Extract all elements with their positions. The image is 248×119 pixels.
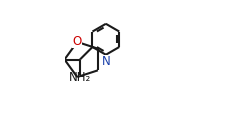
Text: NH₂: NH₂ xyxy=(69,71,91,84)
Text: N: N xyxy=(101,55,110,68)
Text: O: O xyxy=(73,35,82,48)
